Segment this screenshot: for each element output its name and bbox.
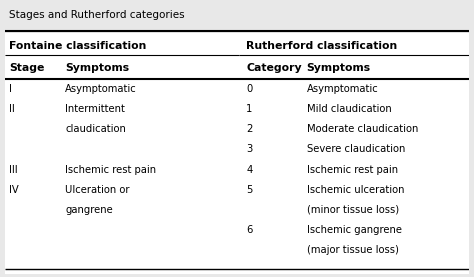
Text: 6: 6 (246, 225, 253, 235)
Text: Ischemic gangrene: Ischemic gangrene (307, 225, 401, 235)
Text: Stages and Rutherford categories: Stages and Rutherford categories (9, 9, 185, 20)
Text: claudication: claudication (65, 124, 126, 134)
Text: Rutherford classification: Rutherford classification (246, 41, 398, 51)
Text: Mild claudication: Mild claudication (307, 104, 392, 114)
Text: Symptoms: Symptoms (65, 63, 129, 73)
Text: 5: 5 (246, 185, 253, 195)
Text: IV: IV (9, 185, 19, 195)
Text: 2: 2 (246, 124, 253, 134)
Text: gangrene: gangrene (65, 205, 113, 215)
FancyBboxPatch shape (5, 33, 469, 274)
Text: Fontaine classification: Fontaine classification (9, 41, 147, 51)
Text: Moderate claudication: Moderate claudication (307, 124, 418, 134)
Text: 0: 0 (246, 84, 253, 94)
Text: Asymptomatic: Asymptomatic (65, 84, 137, 94)
Text: I: I (9, 84, 12, 94)
Text: (major tissue loss): (major tissue loss) (307, 245, 399, 255)
Text: Ischemic rest pain: Ischemic rest pain (307, 165, 398, 175)
Text: Ulceration or: Ulceration or (65, 185, 129, 195)
Text: Ischemic ulceration: Ischemic ulceration (307, 185, 404, 195)
Text: II: II (9, 104, 15, 114)
Text: Symptoms: Symptoms (307, 63, 371, 73)
Text: (minor tissue loss): (minor tissue loss) (307, 205, 399, 215)
Text: III: III (9, 165, 18, 175)
Text: 1: 1 (246, 104, 253, 114)
Text: Intermittent: Intermittent (65, 104, 125, 114)
Text: Ischemic rest pain: Ischemic rest pain (65, 165, 156, 175)
Text: 4: 4 (246, 165, 253, 175)
Text: Asymptomatic: Asymptomatic (307, 84, 378, 94)
Text: 3: 3 (246, 145, 253, 155)
Text: Category: Category (246, 63, 302, 73)
Text: Stage: Stage (9, 63, 45, 73)
Text: Severe claudication: Severe claudication (307, 145, 405, 155)
